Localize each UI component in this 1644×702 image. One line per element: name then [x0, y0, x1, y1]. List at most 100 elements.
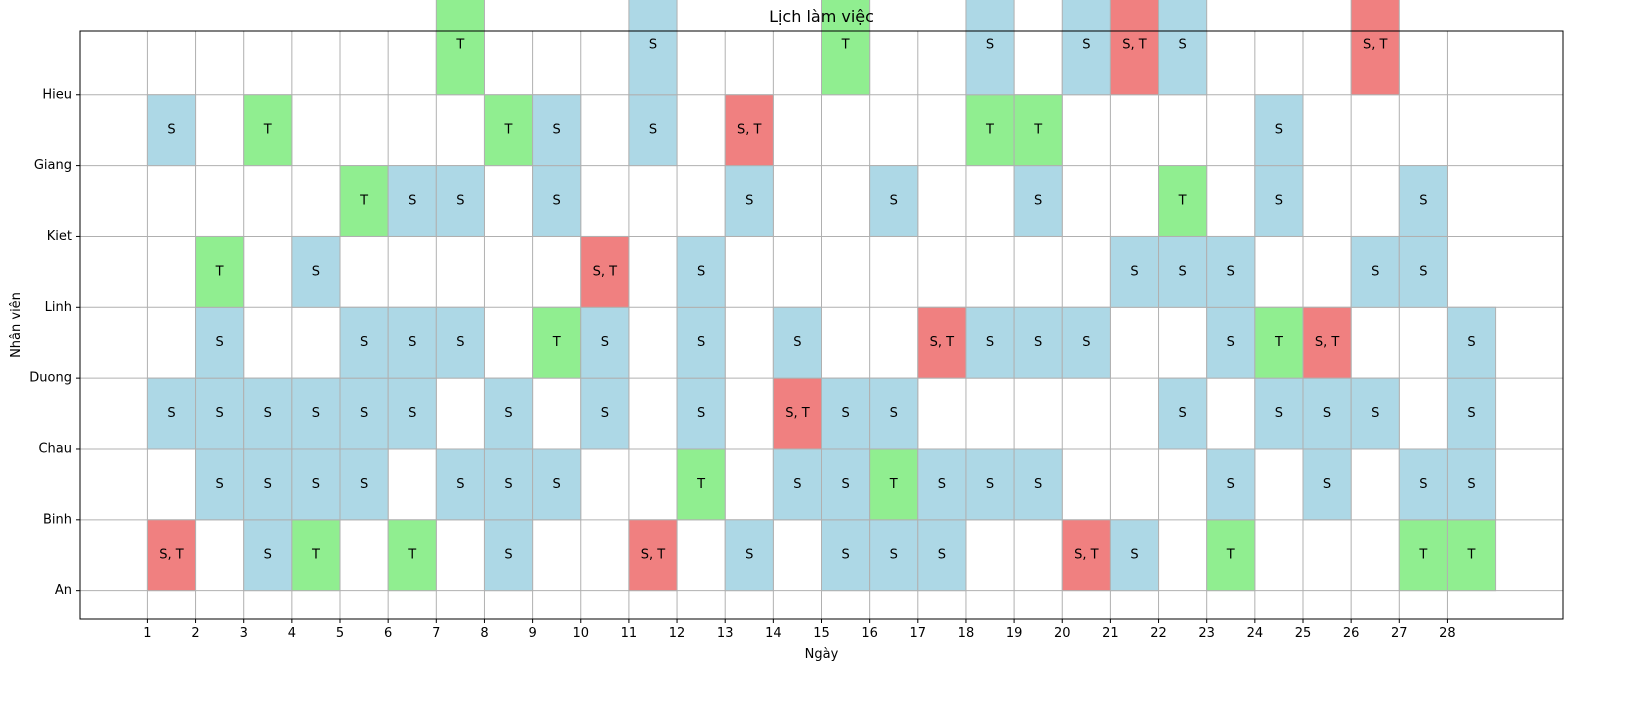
x-tick-label: 2 [191, 626, 199, 641]
cell-label: S, T [737, 123, 762, 138]
cell-label: S [456, 477, 464, 492]
x-tick-label: 5 [336, 626, 344, 641]
cell-label: S [1178, 264, 1186, 279]
schedule-cell: S [676, 377, 726, 450]
cell-rect [724, 165, 774, 237]
cell-rect [724, 519, 774, 592]
cell-rect [532, 94, 582, 167]
schedule-cell: T [676, 448, 726, 521]
cell-label: S [986, 38, 994, 53]
schedule-cell: S [195, 448, 245, 521]
cell-label: T [1033, 123, 1042, 138]
cell-label: S [601, 335, 609, 350]
x-tick-label: 1 [143, 626, 151, 641]
cell-rect [724, 94, 774, 167]
x-tick-label: 11 [621, 626, 638, 641]
schedule-cell: S [483, 448, 534, 521]
y-tick-label: Kiet [47, 229, 72, 244]
cell-label: S [793, 335, 801, 350]
x-tick-label: 21 [1102, 626, 1119, 641]
cell-label: S [1323, 477, 1331, 492]
schedule-cell: S [1206, 235, 1256, 308]
cell-label: S [1178, 406, 1186, 421]
schedule-cell: T [1398, 519, 1448, 592]
schedule-cell: S [965, 0, 1015, 96]
y-tick-label: Linh [45, 300, 72, 315]
x-tick-label: 10 [572, 626, 589, 641]
schedule-cell: S [435, 306, 485, 379]
cell-label: S [312, 406, 320, 421]
schedule-cell: S [1446, 377, 1497, 450]
cell-rect [339, 165, 389, 237]
schedule-cell: S [676, 306, 726, 379]
cell-rect [965, 0, 1015, 96]
cell-rect [291, 448, 341, 521]
cell-label: S, T [593, 264, 618, 279]
x-tick-label: 15 [813, 626, 830, 641]
schedule-cell: S [1158, 235, 1208, 308]
cell-label: T [263, 123, 272, 138]
cell-label: S [793, 477, 801, 492]
schedule-cell: S [1350, 377, 1400, 450]
cell-rect [1446, 306, 1497, 379]
schedule-cell: S [1254, 377, 1304, 450]
schedule-cell: S [821, 448, 871, 521]
schedule-cell: S [580, 377, 630, 450]
schedule-cell: S [869, 377, 919, 450]
schedule-cell: S [724, 519, 774, 592]
cell-rect [532, 306, 582, 379]
schedule-cell: T [1158, 165, 1208, 237]
schedule-cell: T [291, 519, 341, 592]
cell-rect [1061, 306, 1111, 379]
cell-label: S [1275, 123, 1283, 138]
schedule-cell: S [1109, 235, 1160, 308]
cell-rect [532, 165, 582, 237]
schedule-cell: S [435, 448, 485, 521]
cell-rect [580, 377, 630, 450]
y-tick-label: Duong [29, 371, 72, 386]
cell-label: T [1274, 335, 1283, 350]
schedule-cell: S [387, 306, 437, 379]
y-axis-label: Nhân viên [9, 292, 24, 358]
cell-label: S [1082, 38, 1090, 53]
cell-label: T [1226, 548, 1235, 563]
cell-rect [532, 448, 582, 521]
cell-rect [917, 306, 967, 379]
cell-label: S [938, 477, 946, 492]
cell-rect [917, 448, 967, 521]
schedule-cell: S [339, 306, 389, 379]
cell-rect [772, 306, 822, 379]
cell-rect [772, 377, 822, 450]
schedule-cell: S [1206, 306, 1256, 379]
schedule-cell: S [1109, 519, 1160, 592]
cell-label: S [1227, 335, 1235, 350]
cell-rect [146, 94, 197, 167]
schedule-cell: S [1158, 377, 1208, 450]
cell-label: T [1178, 194, 1187, 209]
cell-rect [1206, 235, 1256, 308]
cell-rect [1109, 235, 1160, 308]
cell-label: S [745, 194, 753, 209]
schedule-cell: T [965, 94, 1015, 167]
cell-label: S [312, 264, 320, 279]
cell-rect [1350, 235, 1400, 308]
cell-label: S [1178, 38, 1186, 53]
cell-label: S [504, 477, 512, 492]
cell-label: S [456, 194, 464, 209]
cell-label: S [1467, 335, 1475, 350]
schedule-cell: S [869, 519, 919, 592]
schedule-cell: S [1254, 165, 1304, 237]
x-tick-label: 16 [861, 626, 878, 641]
schedule-cell: S, T [146, 519, 197, 592]
cell-label: S [1034, 335, 1042, 350]
schedule-cell: S [869, 165, 919, 237]
cell-rect [580, 235, 630, 308]
cell-label: T [455, 38, 464, 53]
schedule-cell: S [917, 519, 967, 592]
cell-label: T [889, 477, 898, 492]
cell-rect [339, 377, 389, 450]
cell-rect [1158, 0, 1208, 96]
cell-rect [1350, 0, 1400, 96]
cell-label: T [215, 264, 224, 279]
cell-rect [1158, 165, 1208, 237]
